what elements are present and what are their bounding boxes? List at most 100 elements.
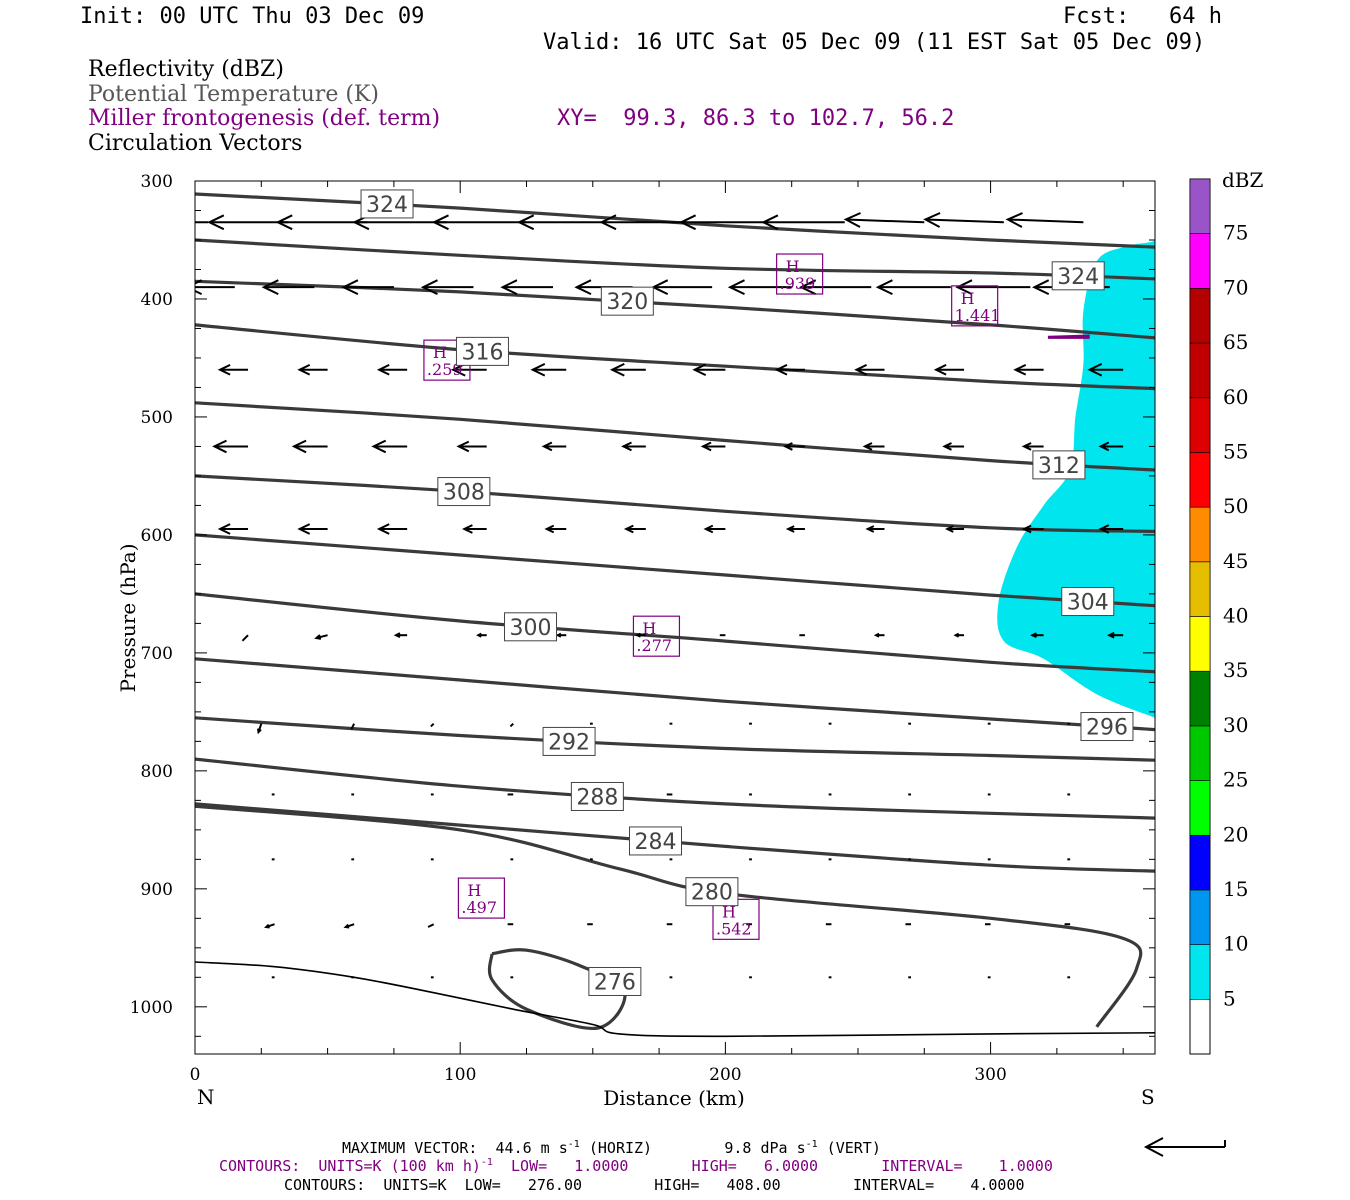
circulation-vectors: [195, 212, 1124, 979]
vector-arrow: [1098, 524, 1124, 534]
x-left-label: N: [197, 1085, 215, 1109]
colorbar-label: 50: [1223, 494, 1248, 518]
theta-label-288: 288: [570, 781, 624, 811]
colorbar-swatch: [1189, 889, 1211, 945]
svg-text:H: H: [433, 343, 447, 362]
terrain-line: [195, 961, 1155, 1038]
theta-contour-324: [195, 192, 1155, 249]
y-axis-title: Pressure (hPa): [116, 544, 140, 693]
theta-label-292: 292: [542, 726, 596, 756]
vector-arrow: [461, 524, 487, 534]
svg-text:.542: .542: [716, 919, 752, 938]
vector-arrow: [609, 363, 646, 377]
vector-arrow: [873, 632, 885, 638]
vector-arrow: [942, 442, 965, 451]
colorbar-label: 55: [1223, 439, 1248, 463]
colorbar-swatch: [1189, 780, 1211, 836]
fronto-max-.277: H.277: [632, 615, 681, 657]
theta-contour-320: [195, 279, 1155, 340]
colorbar-label: 65: [1223, 330, 1248, 354]
field-vectors: Circulation Vectors: [88, 131, 303, 156]
theta-contour-324: [195, 238, 1155, 281]
theta-label-312: 312: [1032, 450, 1086, 480]
vector-arrow: [261, 279, 315, 296]
vector-arrow: [798, 279, 872, 296]
colorbar-label: 45: [1223, 549, 1248, 573]
svg-text:H: H: [467, 881, 481, 900]
svg-text:312: 312: [1038, 454, 1080, 479]
x-tick-label: 100: [444, 1065, 476, 1085]
forecast-hour: Fcst: 64 h: [1063, 4, 1222, 29]
svg-text:324: 324: [366, 193, 408, 218]
vector-arrow: [530, 363, 567, 377]
vector-arrow: [1106, 631, 1124, 639]
y-tick-label: 1000: [130, 998, 173, 1018]
vector-arrow: [393, 632, 408, 639]
theta-label-324: 324: [1051, 261, 1105, 291]
svg-text:H: H: [722, 902, 736, 921]
colorbar-label: 35: [1223, 658, 1248, 682]
vector-arrow: [953, 632, 965, 638]
vector-arrow: [703, 524, 726, 534]
vector-arrow: [843, 212, 925, 228]
axes: 300 400 500 600 700 800 900 1000 0 100 200 300: [130, 172, 1155, 1085]
vector-arrow: [314, 634, 328, 640]
svg-text:H: H: [961, 289, 975, 308]
theta-label-300: 300: [504, 612, 558, 642]
theta-contour-292: [195, 716, 1155, 762]
colorbar-swatch: [1189, 670, 1211, 727]
vector-arrow: [621, 441, 646, 452]
vector-arrow: [297, 523, 328, 535]
vector-arrow: [195, 221, 209, 224]
vector-arrow: [350, 723, 356, 730]
y-tick-label: 400: [141, 290, 173, 310]
vector-arrow: [1013, 364, 1044, 376]
theta-label-304: 304: [1061, 587, 1115, 617]
x-tick-label: 0: [190, 1065, 201, 1085]
field-frontogenesis: Miller frontogenesis (def. term): [88, 106, 441, 131]
colorbar-label: 70: [1223, 275, 1248, 299]
vector-arrow: [427, 923, 435, 928]
theta-label-308: 308: [437, 477, 491, 507]
field-reflectivity: Reflectivity (dBZ): [88, 57, 284, 82]
theta-label-284: 284: [629, 826, 683, 856]
theta-contour-312: [195, 401, 1155, 472]
y-tick-label: 800: [141, 762, 173, 782]
svg-text:296: 296: [1086, 716, 1128, 741]
vector-arrow: [862, 442, 885, 451]
svg-text:280: 280: [691, 881, 733, 906]
y-tick-label: 300: [141, 172, 173, 192]
vector-arrow: [1030, 632, 1044, 639]
vector-arrow: [1021, 524, 1044, 534]
theta-contour-304: [195, 533, 1155, 608]
vector-arrow: [456, 440, 487, 453]
vector-arrow: [854, 364, 885, 376]
vector-arrow: [431, 214, 527, 231]
theta-label-316: 316: [455, 336, 509, 366]
theta-label-280: 280: [685, 877, 739, 907]
vector-arrow: [923, 212, 1004, 228]
colorbar-label: 10: [1223, 932, 1248, 956]
theta-label-296: 296: [1080, 712, 1134, 742]
svg-text:324: 324: [1057, 265, 1099, 290]
fronto-max-.939: H.939: [776, 253, 824, 295]
colorbar-label: 40: [1223, 604, 1248, 628]
field-theta: Potential Temperature (K): [88, 82, 379, 107]
theta-label-320: 320: [600, 286, 654, 316]
colorbar: 5 10 15 20 25 30 35 40 45 50 55 60 65 70 75: [1189, 178, 1248, 1055]
svg-text:276: 276: [594, 970, 636, 995]
vector-arrow: [420, 279, 474, 296]
x-axis-title: Distance (km): [603, 1086, 745, 1110]
theta-contours: [195, 192, 1155, 1031]
fronto-max-.259: H.259: [423, 339, 471, 381]
vector-arrow: [1005, 212, 1084, 228]
vector-arrow: [291, 439, 328, 454]
vector-arrow: [376, 523, 408, 535]
valid-time: Valid: 16 UTC Sat 05 Dec 09 (11 EST Sat …: [543, 30, 1206, 55]
colorbar-swatch: [1189, 452, 1211, 508]
x-tick-label: 300: [974, 1065, 1006, 1085]
svg-text:316: 316: [461, 340, 503, 365]
vector-arrow: [430, 722, 435, 728]
fronto-max-1.441: H1.441: [951, 285, 1000, 327]
